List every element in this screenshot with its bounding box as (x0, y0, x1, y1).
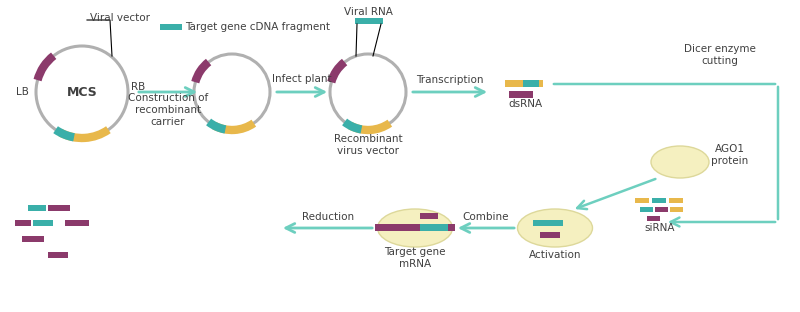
Text: Target gene cDNA fragment: Target gene cDNA fragment (185, 22, 330, 32)
Text: Dicer enzyme
cutting: Dicer enzyme cutting (684, 44, 756, 66)
Text: RB: RB (131, 82, 146, 92)
Bar (28, 205, 46, 211)
Text: Infect plant: Infect plant (272, 74, 332, 84)
Bar (523, 80, 539, 87)
Text: MCS: MCS (66, 85, 98, 99)
Text: LB: LB (16, 87, 29, 97)
Bar (420, 213, 438, 219)
Bar (505, 80, 543, 87)
Bar (375, 224, 455, 231)
Bar (635, 198, 649, 203)
Text: Viral vector: Viral vector (90, 13, 150, 23)
Ellipse shape (518, 209, 593, 247)
Bar (540, 232, 560, 238)
Text: Target gene
mRNA: Target gene mRNA (384, 247, 446, 269)
Bar (65, 220, 89, 226)
Bar (652, 198, 666, 203)
Text: Recombinant
virus vector: Recombinant virus vector (334, 134, 402, 156)
Bar (48, 252, 68, 258)
Bar (533, 220, 563, 226)
Bar (669, 198, 683, 203)
Text: siRNA: siRNA (645, 223, 675, 233)
Text: dsRNA: dsRNA (508, 99, 542, 109)
Text: AGO1
protein: AGO1 protein (711, 144, 749, 166)
Text: Combine: Combine (462, 212, 510, 222)
Bar (22, 236, 44, 242)
Bar (355, 18, 383, 24)
Bar (670, 207, 683, 212)
Bar (160, 24, 182, 30)
Bar (640, 207, 653, 212)
Text: Viral RNA: Viral RNA (343, 7, 393, 17)
Bar (15, 220, 31, 226)
Bar (48, 205, 70, 211)
Ellipse shape (378, 209, 453, 247)
Bar (33, 220, 53, 226)
Bar (647, 216, 660, 221)
Text: Reduction: Reduction (302, 212, 354, 222)
Ellipse shape (651, 146, 709, 178)
Bar (655, 207, 668, 212)
Text: Transcription: Transcription (416, 75, 484, 85)
Text: Activation: Activation (529, 250, 582, 260)
Bar (420, 224, 448, 231)
Text: Construction of
recombinant
carrier: Construction of recombinant carrier (128, 93, 208, 127)
Bar (509, 91, 533, 98)
